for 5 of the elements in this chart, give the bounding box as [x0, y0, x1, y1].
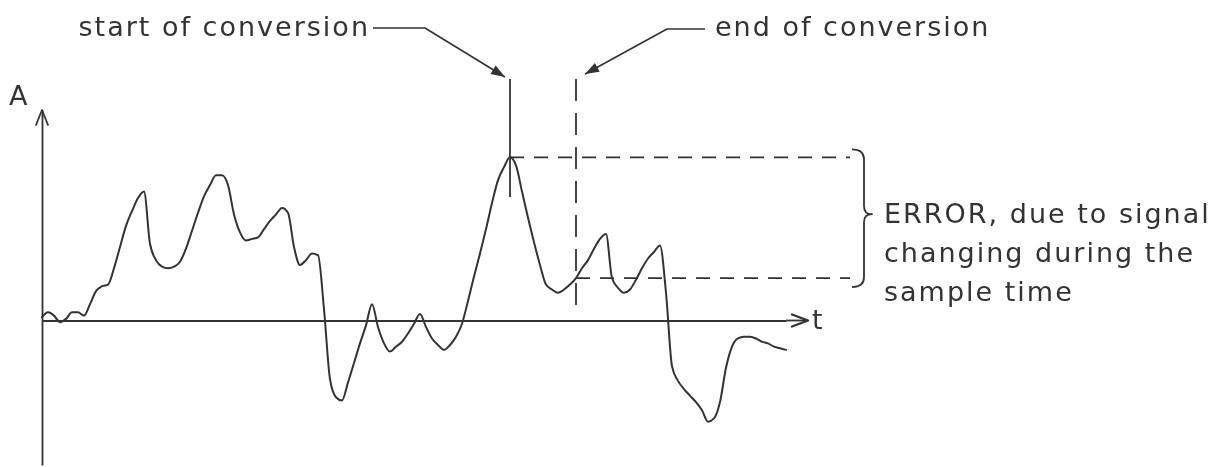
text: start of conversion: [78, 11, 370, 42]
text: ERROR, due to signal changing during the sample time: [884, 198, 1211, 308]
y-axis-title: A: [9, 80, 30, 111]
text: end of conversion: [715, 11, 991, 42]
x-axis-title: t: [812, 303, 825, 335]
